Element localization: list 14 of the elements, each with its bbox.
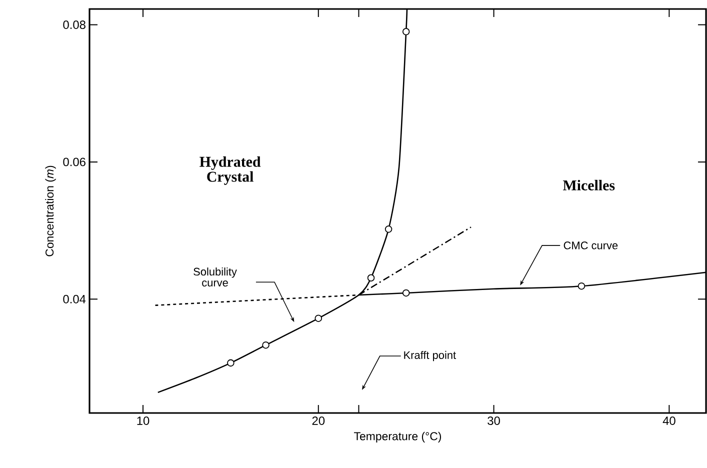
y-tick-label: 0.06 [63,158,86,166]
annotation: Micelles [562,180,615,190]
x-tick-label: 30 [488,416,500,425]
x-tick-label: 20 [312,416,325,425]
y-axis-title: Concentration (m) [45,166,56,256]
annotation: Krafft point [404,350,456,362]
x-tick-label: 40 [662,416,676,425]
y-tick-label: 0.04 [63,294,86,304]
annotation: Hydrated Crystal [200,156,261,185]
x-tick-label: 10 [137,416,150,425]
y-tick-label: 0.08 [63,20,86,29]
x-axis-title: Temperature (°C) [354,432,442,442]
annotation: Solubility curve [194,268,237,287]
annotation: CMC curve [564,242,618,250]
